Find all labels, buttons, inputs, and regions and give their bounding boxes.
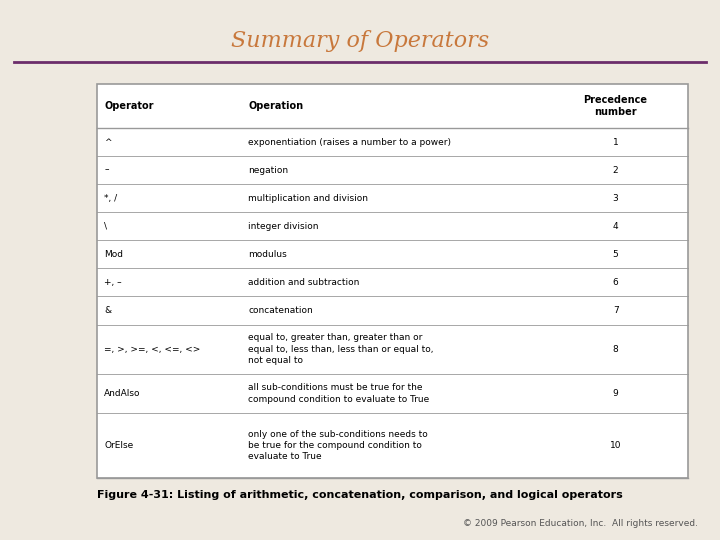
Text: Operation: Operation: [248, 101, 304, 111]
Text: 7: 7: [613, 306, 618, 315]
Text: © 2009 Pearson Education, Inc.  All rights reserved.: © 2009 Pearson Education, Inc. All right…: [464, 519, 698, 528]
Text: Precedence
number: Precedence number: [584, 94, 647, 117]
Text: 9: 9: [613, 389, 618, 398]
FancyBboxPatch shape: [97, 84, 688, 478]
Text: addition and subtraction: addition and subtraction: [248, 278, 360, 287]
Text: &: &: [104, 306, 112, 315]
Text: *, /: *, /: [104, 194, 117, 202]
Text: equal to, greater than, greater than or
equal to, less than, less than or equal : equal to, greater than, greater than or …: [248, 333, 434, 366]
Text: integer division: integer division: [248, 222, 319, 231]
Text: modulus: modulus: [248, 250, 287, 259]
Text: =, >, >=, <, <=, <>: =, >, >=, <, <=, <>: [104, 345, 201, 354]
Text: +, –: +, –: [104, 278, 122, 287]
Text: AndAlso: AndAlso: [104, 389, 141, 398]
Text: 6: 6: [613, 278, 618, 287]
Text: Figure 4-31: Listing of arithmetic, concatenation, comparison, and logical opera: Figure 4-31: Listing of arithmetic, conc…: [97, 490, 623, 501]
Text: 4: 4: [613, 222, 618, 231]
Text: 2: 2: [613, 166, 618, 174]
Text: \: \: [104, 222, 107, 231]
Text: 5: 5: [613, 250, 618, 259]
Text: ^: ^: [104, 138, 112, 146]
Text: multiplication and division: multiplication and division: [248, 194, 369, 202]
Text: concatenation: concatenation: [248, 306, 313, 315]
Text: Summary of Operators: Summary of Operators: [231, 30, 489, 52]
Text: OrElse: OrElse: [104, 441, 134, 450]
Text: 10: 10: [610, 441, 621, 450]
Text: exponentiation (raises a number to a power): exponentiation (raises a number to a pow…: [248, 138, 451, 146]
Text: Operator: Operator: [104, 101, 154, 111]
Text: 1: 1: [613, 138, 618, 146]
Text: –: –: [104, 166, 109, 174]
Text: 8: 8: [613, 345, 618, 354]
Text: all sub-conditions must be true for the
compound condition to evaluate to True: all sub-conditions must be true for the …: [248, 383, 430, 404]
Text: negation: negation: [248, 166, 289, 174]
Text: only one of the sub-conditions needs to
be true for the compound condition to
ev: only one of the sub-conditions needs to …: [248, 429, 428, 462]
Text: 3: 3: [613, 194, 618, 202]
Text: Mod: Mod: [104, 250, 123, 259]
